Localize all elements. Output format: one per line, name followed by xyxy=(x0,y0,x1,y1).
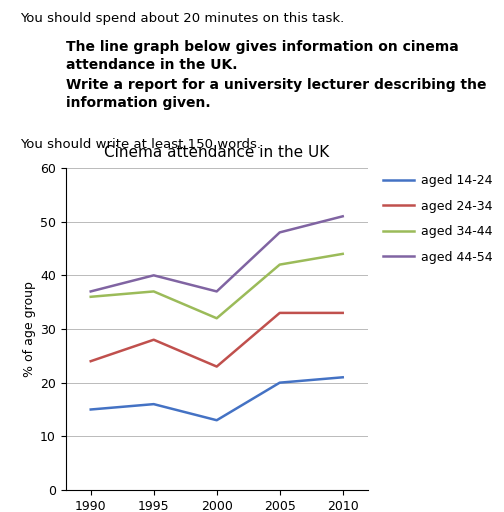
Text: You should write at least 150 words.: You should write at least 150 words. xyxy=(20,138,261,151)
Text: attendance in the UK.: attendance in the UK. xyxy=(66,58,237,72)
Title: Cinema attendance in the UK: Cinema attendance in the UK xyxy=(104,145,329,160)
Text: The line graph below gives information on cinema: The line graph below gives information o… xyxy=(66,40,458,54)
Text: You should spend about 20 minutes on this task.: You should spend about 20 minutes on thi… xyxy=(20,12,344,25)
Y-axis label: % of age group: % of age group xyxy=(23,281,36,377)
Text: Write a report for a university lecturer describing the: Write a report for a university lecturer… xyxy=(66,78,486,92)
Legend: aged 14-24, aged 24-34, aged 34-44, aged 44-54: aged 14-24, aged 24-34, aged 34-44, aged… xyxy=(383,174,492,264)
Text: information given.: information given. xyxy=(66,96,210,110)
